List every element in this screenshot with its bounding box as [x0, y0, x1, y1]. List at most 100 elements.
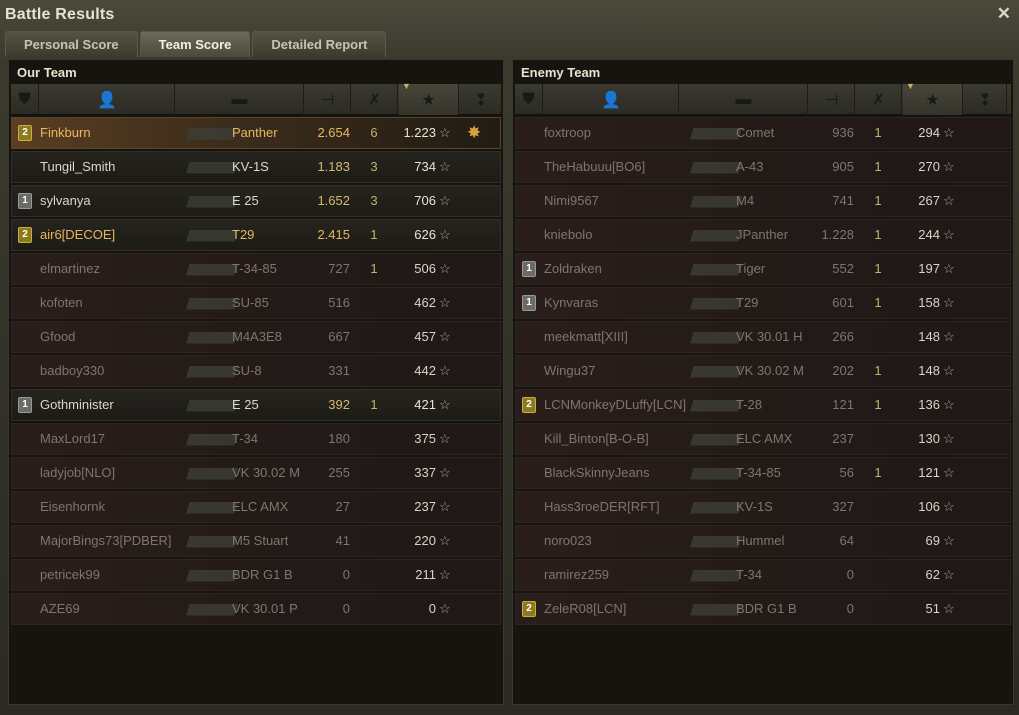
player-name: kofoten — [40, 295, 83, 310]
damage-value: 331 — [328, 363, 350, 378]
column-rank-icon[interactable]: ⛊ — [11, 84, 39, 115]
kills-value: 1 — [874, 159, 882, 174]
star-icon: ☆ — [439, 363, 451, 378]
column-experience-icon[interactable]: ★ ▼ — [903, 81, 963, 115]
star-icon: ☆ — [439, 431, 451, 446]
enemy-team-panel: Enemy Team ⛊ 👤 ▬ ⊣ ✗ ★ ▼ ❢ foxtroop Comet 936 1 294… — [512, 59, 1014, 705]
enemy-team-title: Enemy Team — [521, 65, 601, 80]
player-row[interactable]: petricek99 BDR G1 B 0 211 ☆ — [11, 559, 501, 591]
player-row[interactable]: badboy330 SU-8 331 442 ☆ — [11, 355, 501, 387]
player-name: Finkburn — [40, 125, 91, 140]
player-row[interactable]: 1 sylvanya E 25 1.652 3 706 ☆ — [11, 185, 501, 217]
damage-value: 0 — [846, 567, 854, 582]
player-row[interactable]: elmartinez T-34-85 727 1 506 ☆ — [11, 253, 501, 285]
tank-name: Tiger — [736, 261, 766, 276]
player-row[interactable]: MajorBings73[PDBER] M5 Stuart 41 220 ☆ — [11, 525, 501, 557]
kills-value — [866, 322, 890, 352]
star-icon: ☆ — [439, 125, 451, 140]
player-row[interactable]: 2 air6[DECOE] T29 2.415 1 626 ☆ — [11, 219, 501, 251]
kills-value — [362, 356, 386, 386]
kills-value — [362, 424, 386, 454]
experience-value: 62 — [925, 567, 940, 582]
column-vehicle-icon[interactable]: ▬ — [680, 84, 808, 115]
player-row[interactable]: 1 Zoldraken Tiger 552 1 197 ☆ — [515, 253, 1011, 285]
kills-value — [866, 492, 890, 522]
close-icon[interactable]: ✕ — [996, 4, 1011, 23]
column-medal-icon[interactable]: ❢ — [964, 84, 1007, 115]
player-name: Kill_Binton[B-O-B] — [544, 431, 649, 446]
damage-value: 0 — [342, 567, 350, 582]
kills-value: 3 — [370, 193, 378, 208]
player-name: TheHabuuu[BO6] — [544, 159, 646, 174]
kills-value: 1 — [370, 397, 378, 412]
player-row[interactable]: kofoten SU-85 516 462 ☆ — [11, 287, 501, 319]
kills-value: 1 — [370, 261, 378, 276]
player-row[interactable]: 1 Kynvaras T29 601 1 158 ☆ — [515, 287, 1011, 319]
player-row[interactable]: kniebolo JPanther 1.228 1 244 ☆ — [515, 219, 1011, 251]
tank-name: T29 — [736, 295, 759, 310]
experience-value: 706 — [414, 193, 436, 208]
player-row[interactable]: 2 ZeleR08[LCN] BDR G1 B 0 51 ☆ — [515, 593, 1011, 625]
column-header: ⛊ 👤 ▬ ⊣ ✗ ★ ▼ ❢ — [11, 81, 503, 115]
column-player-icon[interactable]: 👤 — [544, 84, 679, 115]
tank-name: T-34-85 — [736, 465, 781, 480]
tank-name: BDR G1 B — [232, 567, 293, 582]
player-row[interactable]: 2 LCNMonkeyDLuffy[LCN] T-28 121 1 136 ☆ — [515, 389, 1011, 421]
kills-value — [362, 594, 386, 624]
player-row[interactable]: meekmatt[XIII] VK 30.01 H 266 148 ☆ — [515, 321, 1011, 353]
experience-value: 442 — [414, 363, 436, 378]
star-icon: ☆ — [943, 295, 955, 310]
tab-team-score[interactable]: Team Score — [139, 31, 251, 57]
tank-name: M4A3E8 — [232, 329, 282, 344]
experience-value: 0 — [428, 601, 436, 616]
player-row[interactable]: foxtroop Comet 936 1 294 ☆ — [515, 117, 1011, 149]
our-team-list: 2 Finkburn Panther 2.654 6 1.223 ☆ ✸ Tungil_Smit… — [11, 117, 501, 625]
tab-personal-score[interactable]: Personal Score — [5, 31, 138, 57]
tank-name: M5 Stuart — [232, 533, 289, 548]
column-medal-icon[interactable]: ❢ — [460, 84, 503, 115]
experience-value: 69 — [925, 533, 940, 548]
star-icon: ☆ — [943, 261, 955, 276]
medal-icon: ✸ — [467, 123, 482, 142]
column-damage-icon[interactable]: ⊣ — [305, 84, 351, 115]
player-row[interactable]: Wingu37 VK 30.02 M 202 1 148 ☆ — [515, 355, 1011, 387]
player-row[interactable]: 1 Gothminister E 25 392 1 421 ☆ — [11, 389, 501, 421]
damage-value: 2.415 — [317, 227, 350, 242]
player-row[interactable]: AZE69 VK 30.01 P 0 0 ☆ — [11, 593, 501, 625]
column-damage-icon[interactable]: ⊣ — [809, 84, 855, 115]
column-kills-icon[interactable]: ✗ — [352, 84, 398, 115]
experience-value: 237 — [414, 499, 436, 514]
player-row[interactable]: Nimi9567 M4 741 1 267 ☆ — [515, 185, 1011, 217]
player-row[interactable]: Eisenhornk ELC AMX 27 237 ☆ — [11, 491, 501, 523]
experience-value: 421 — [414, 397, 436, 412]
kills-value — [866, 424, 890, 454]
player-row[interactable]: ladyjob[NLO] VK 30.02 M 255 337 ☆ — [11, 457, 501, 489]
rank-badge-icon: 1 — [522, 261, 536, 277]
player-row[interactable]: BlackSkinnyJeans T-34-85 56 1 121 ☆ — [515, 457, 1011, 489]
player-row[interactable]: MaxLord17 T-34 180 375 ☆ — [11, 423, 501, 455]
sort-caret-icon: ▼ — [906, 81, 915, 91]
player-name: sylvanya — [40, 193, 91, 208]
player-row[interactable]: Gfood M4A3E8 667 457 ☆ — [11, 321, 501, 353]
player-row[interactable]: Kill_Binton[B-O-B] ELC AMX 237 130 ☆ — [515, 423, 1011, 455]
column-player-icon[interactable]: 👤 — [40, 84, 175, 115]
column-vehicle-icon[interactable]: ▬ — [176, 84, 304, 115]
player-row[interactable]: TheHabuuu[BO6] A-43 905 1 270 ☆ — [515, 151, 1011, 183]
column-experience-icon[interactable]: ★ ▼ — [399, 81, 459, 115]
damage-value: 741 — [832, 193, 854, 208]
tank-name: ELC AMX — [736, 431, 793, 446]
rank-badge-icon: 1 — [18, 397, 32, 413]
kills-value: 1 — [874, 465, 882, 480]
player-row[interactable]: noro023 Hummel 64 69 ☆ — [515, 525, 1011, 557]
column-rank-icon[interactable]: ⛊ — [515, 84, 543, 115]
player-row[interactable]: 2 Finkburn Panther 2.654 6 1.223 ☆ ✸ — [11, 117, 501, 149]
player-name: Gfood — [40, 329, 76, 344]
column-kills-icon[interactable]: ✗ — [856, 84, 902, 115]
player-row[interactable]: ramirez259 T-34 0 62 ☆ — [515, 559, 1011, 591]
player-row[interactable]: Tungil_Smith KV-1S 1.183 3 734 ☆ — [11, 151, 501, 183]
player-row[interactable]: Hass3roeDER[RFT] KV-1S 327 106 ☆ — [515, 491, 1011, 523]
player-name: elmartinez — [40, 261, 100, 276]
damage-value: 41 — [335, 533, 350, 548]
damage-value: 180 — [328, 431, 350, 446]
tab-detailed-report[interactable]: Detailed Report — [252, 31, 387, 57]
